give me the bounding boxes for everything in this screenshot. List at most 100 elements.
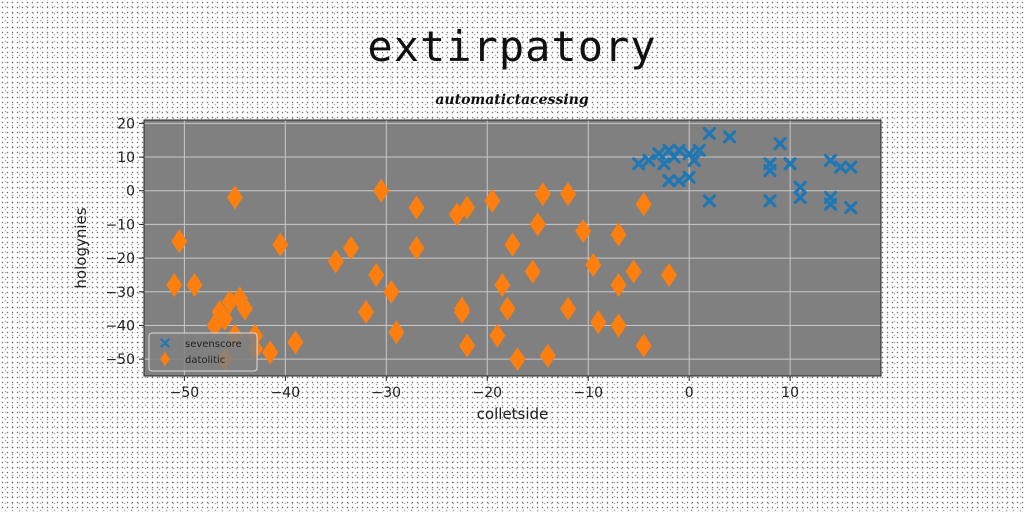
data-point-sevenscore [642,153,656,168]
data-point-datolitic [585,252,602,277]
data-point-datolitic [226,185,243,210]
x-tick-label: −50 [170,385,200,401]
data-point-datolitic [287,330,304,355]
data-point-sevenscore [783,157,797,171]
y-tick-label: 20 [117,116,135,132]
data-point-datolitic [635,333,652,358]
data-point-datolitic [408,236,425,260]
data-point-sevenscore [632,157,646,171]
data-point-sevenscore [793,190,807,205]
data-point-sevenscore [692,143,706,157]
y-tick-label: −50 [105,352,135,368]
data-point-datolitic [388,320,405,345]
y-tick-label: −10 [105,217,135,233]
data-point-datolitic [358,300,375,324]
legend-items: sevenscore datolitic [160,338,242,367]
series-datolitic [166,178,677,372]
data-point-datolitic [610,313,627,338]
data-point-datolitic [610,273,627,298]
data-point-sevenscore [773,136,787,151]
data-point-datolitic [539,343,556,368]
data-point-datolitic [368,262,385,287]
data-point-datolitic [560,182,577,207]
data-point-sevenscore [702,126,716,141]
data-point-sevenscore [722,130,737,144]
data-point-sevenscore [823,197,838,211]
data-point-sevenscore [672,143,686,157]
axis-ticks: −50 −40 −30 −20 −10 0 10 20 10 0 −10 −20 −30 −40 −50 [105,116,799,401]
data-point-sevenscore [702,194,716,208]
x-tick-label: −10 [573,385,603,401]
data-point-sevenscore [763,163,777,178]
data-point-datolitic [529,212,546,237]
legend: sevenscore datolitic [148,332,258,372]
data-point-datolitic [590,310,607,335]
data-point-sevenscore [844,160,858,174]
y-tick-label: −20 [105,251,135,267]
data-point-datolitic [560,296,577,321]
data-point-datolitic [484,188,501,213]
x-tick-label: −30 [372,385,402,401]
data-point-sevenscore [763,194,777,208]
data-point-sevenscore [834,160,848,174]
data-point-datolitic [454,300,471,324]
data-point-sevenscore [662,174,676,188]
data-point-datolitic [635,192,652,217]
y-axis-label: hologynies [72,207,90,288]
data-point-sevenscore [844,200,858,215]
chart-title: extirpatory [367,22,657,71]
data-point-datolitic [373,178,390,203]
data-point-datolitic [236,296,253,321]
chart-subtitle: automatictacessing [435,92,589,108]
data-point-sevenscore [682,170,696,184]
x-tick-label: 0 [685,385,694,401]
y-tick-label: 10 [117,150,135,166]
series-layer [166,126,858,372]
data-point-sevenscore [657,157,671,171]
data-point-datolitic [534,182,551,207]
data-point-datolitic [524,259,541,284]
data-point-datolitic [272,232,289,257]
series-sevenscore [632,126,858,215]
x-axis-label: colletside [477,405,549,423]
data-point-datolitic [166,273,183,298]
data-point-sevenscore [672,174,686,188]
legend-item: sevenscore [160,338,242,350]
legend-box [148,332,258,372]
plot-frame [143,119,882,377]
data-point-datolitic [625,259,642,284]
legend-label: sevenscore [185,339,242,350]
y-tick-label: −30 [105,285,135,301]
data-point-datolitic [509,347,526,372]
data-point-datolitic [342,236,359,260]
data-point-datolitic [499,296,516,321]
data-point-datolitic [408,195,425,220]
data-point-datolitic [660,262,677,287]
data-point-datolitic [459,195,476,220]
data-point-datolitic [171,229,188,254]
data-point-sevenscore [687,153,701,168]
legend-label: datolitic [185,355,225,366]
data-point-datolitic [459,333,476,358]
legend-marker [160,338,170,348]
x-tick-label: −40 [271,385,301,401]
y-tick-label: 0 [126,184,135,200]
legend-marker [160,351,170,367]
x-tick-label: −20 [472,385,502,401]
data-point-sevenscore [652,147,666,161]
data-point-datolitic [383,279,400,304]
data-point-sevenscore [823,153,838,168]
data-point-sevenscore [793,180,807,194]
data-point-datolitic [494,273,511,298]
data-point-datolitic [610,222,627,247]
data-point-datolitic [327,249,344,274]
data-point-datolitic [575,219,592,244]
legend-item: datolitic [160,351,225,367]
data-point-datolitic [489,323,506,348]
y-tick-label: −40 [105,318,135,334]
data-point-datolitic [186,273,203,298]
data-point-datolitic [504,232,521,257]
x-tick-label: 10 [781,385,799,401]
data-point-datolitic [216,306,233,331]
